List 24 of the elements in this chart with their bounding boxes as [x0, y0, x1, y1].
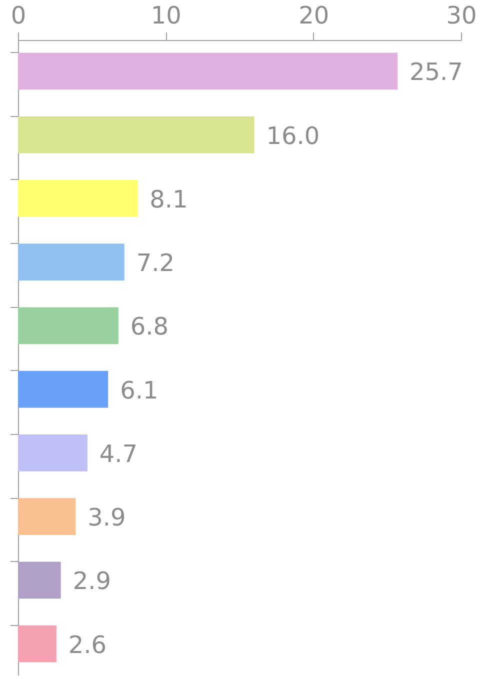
data-label: 8.1: [150, 185, 188, 214]
x-tick-label: 30: [446, 2, 477, 30]
bar: [18, 562, 61, 599]
x-tick-label: 0: [10, 2, 26, 30]
data-label: 16.0: [266, 122, 320, 150]
data-label: 7.2: [136, 249, 174, 278]
bar: [18, 52, 398, 90]
data-label: 3.9: [88, 504, 126, 532]
x-tick-label: 20: [298, 2, 330, 30]
bar: [18, 370, 108, 408]
bar: [18, 498, 76, 536]
data-label: 4.7: [99, 440, 138, 468]
bar: [18, 244, 124, 281]
bar: [18, 434, 88, 472]
data-label: 2.6: [68, 630, 107, 659]
data-label: 25.7: [410, 58, 463, 86]
bar: [18, 180, 138, 217]
data-label: 2.9: [72, 567, 111, 596]
x-tick-label: 10: [150, 2, 182, 30]
bar: [18, 116, 254, 154]
data-label: 6.1: [120, 376, 158, 404]
data-label: 6.8: [130, 312, 169, 341]
bar: [18, 625, 56, 662]
bar: [18, 307, 118, 344]
